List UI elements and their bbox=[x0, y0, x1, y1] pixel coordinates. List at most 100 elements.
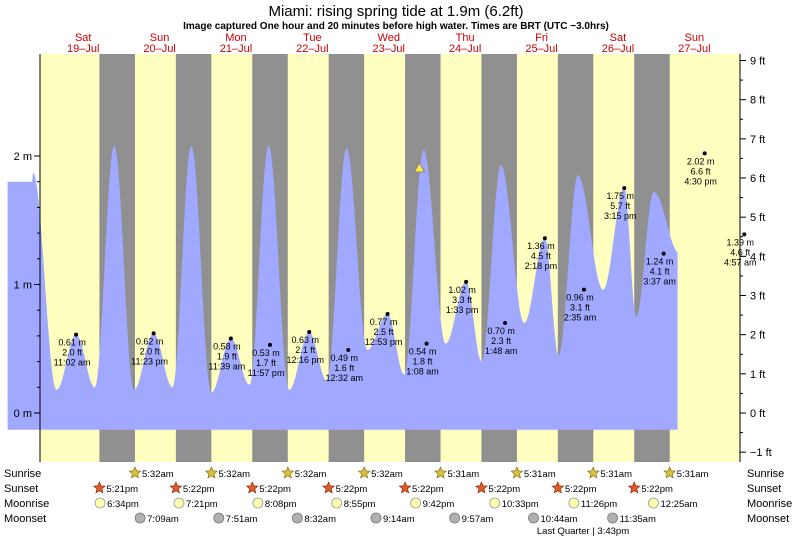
now-marker bbox=[413, 162, 426, 173]
sunset-icon bbox=[551, 481, 565, 494]
sunrise-icon bbox=[204, 466, 218, 479]
tide-extreme-point bbox=[661, 251, 666, 256]
astro-row-label-right: Moonrise bbox=[747, 498, 792, 510]
tide-height-m: 0.96 m bbox=[566, 293, 594, 303]
tide-height-ft: 3.1 ft bbox=[570, 303, 591, 313]
date-label: 23–Jul bbox=[373, 43, 405, 55]
moonrise-time: 11:26pm bbox=[581, 499, 617, 510]
sunrise-time: 5:32am bbox=[218, 469, 250, 480]
sunset-icon bbox=[627, 481, 641, 494]
sunrise-time: 5:31am bbox=[524, 469, 556, 480]
astro-row-label-left: Sunset bbox=[4, 483, 38, 495]
tide-height-m: 0.63 m bbox=[291, 335, 319, 345]
sunset-icon bbox=[245, 481, 259, 494]
moonrise-time: 9:42pm bbox=[423, 499, 455, 510]
right-tick-label: 9 ft bbox=[750, 55, 765, 67]
sunrise-time: 5:31am bbox=[600, 469, 632, 480]
tide-height-m: 0.49 m bbox=[330, 353, 358, 363]
tide-area bbox=[7, 145, 678, 430]
moonset-time: 11:35am bbox=[620, 514, 656, 525]
right-tick-label: 2 ft bbox=[750, 330, 765, 342]
tide-extreme-point bbox=[74, 332, 79, 337]
sunrise-icon bbox=[586, 466, 600, 479]
moonrise-time: 12:25am bbox=[660, 499, 697, 510]
tide-height-m: 0.62 m bbox=[136, 336, 164, 346]
sunrise-icon bbox=[663, 466, 677, 479]
day-label: Mon bbox=[225, 32, 246, 44]
tide-time: 12:32 am bbox=[325, 373, 363, 383]
tide-extreme-point bbox=[151, 331, 156, 336]
astro-row-label-left: Sunrise bbox=[4, 468, 41, 480]
tide-height-m: 0.58 m bbox=[213, 341, 241, 351]
tide-time: 11:02 am bbox=[54, 358, 91, 368]
date-label: 20–Jul bbox=[143, 43, 175, 55]
moon-phase-label: Last Quarter | 3:43pm bbox=[537, 526, 629, 537]
sunset-time: 5:22pm bbox=[565, 484, 597, 495]
tide-extreme-point bbox=[464, 279, 469, 284]
moonrise-time: 7:21pm bbox=[186, 499, 218, 510]
date-label: 26–Jul bbox=[602, 43, 634, 55]
tide-extreme-point bbox=[702, 151, 707, 156]
tide-extreme-point bbox=[346, 348, 351, 353]
sunset-time: 5:22pm bbox=[488, 484, 520, 495]
sunrise-time: 5:32am bbox=[371, 469, 403, 480]
tide-height-ft: 1.6 ft bbox=[334, 363, 355, 373]
sunset-icon bbox=[169, 481, 183, 494]
chart-subtitle: Image captured One hour and 20 minutes b… bbox=[183, 21, 609, 32]
tide-extreme-point bbox=[424, 341, 429, 346]
date-label: 22–Jul bbox=[296, 43, 328, 55]
date-label: 27–Jul bbox=[678, 43, 710, 55]
plot-area bbox=[7, 54, 740, 462]
tide-time: 3:37 am bbox=[643, 277, 676, 287]
sunrise-time: 5:31am bbox=[448, 469, 480, 480]
tide-time: 2:35 am bbox=[564, 313, 597, 323]
tide-height-m: 0.70 m bbox=[487, 326, 515, 336]
tide-extreme-point bbox=[228, 336, 233, 341]
tide-height-m: 1.75 m bbox=[607, 191, 635, 201]
tide-height-m: 2.02 m bbox=[687, 156, 715, 166]
sunrise-icon bbox=[128, 466, 142, 479]
sunset-time: 5:22pm bbox=[641, 484, 673, 495]
tide-height-ft: 6.6 ft bbox=[691, 166, 712, 176]
tide-height-m: 0.54 m bbox=[409, 347, 437, 357]
tide-height-ft: 2.3 ft bbox=[491, 336, 512, 346]
tide-height-ft: 1.7 ft bbox=[256, 358, 277, 368]
sunset-time: 5:21pm bbox=[106, 484, 138, 495]
left-tick-label: 1 m bbox=[14, 280, 32, 292]
tide-height-ft: 2.0 ft bbox=[140, 346, 161, 356]
moonrise-icon bbox=[489, 497, 501, 509]
right-tick-label: 8 ft bbox=[750, 95, 765, 107]
day-label: Sat bbox=[75, 32, 92, 44]
moonrise-icon bbox=[648, 497, 659, 509]
tide-time: 2:18 pm bbox=[525, 261, 558, 271]
sunrise-time: 5:32am bbox=[142, 469, 174, 480]
tide-time: 4:57 am bbox=[724, 257, 757, 267]
moonrise-icon bbox=[331, 497, 343, 509]
tide-time: 11:57 pm bbox=[248, 368, 285, 378]
moonrise-time: 8:55pm bbox=[344, 499, 376, 510]
sunrise-icon bbox=[434, 466, 447, 479]
moonset-icon bbox=[134, 512, 146, 524]
date-label: 21–Jul bbox=[220, 43, 252, 55]
tide-height-ft: 1.9 ft bbox=[217, 351, 238, 361]
tide-time: 1:48 am bbox=[485, 346, 518, 356]
sunset-icon bbox=[92, 481, 106, 494]
tide-time: 1:08 am bbox=[406, 367, 439, 377]
tide-height-m: 0.77 m bbox=[370, 317, 398, 327]
right-tick-label: 1 ft bbox=[750, 369, 765, 381]
tide-time: 12:16 pm bbox=[286, 355, 324, 365]
date-label: 25–Jul bbox=[525, 43, 557, 55]
moonrise-time: 10:33pm bbox=[502, 499, 539, 510]
chart-title: Miami: rising spring tide at 1.9m (6.2ft… bbox=[268, 3, 523, 20]
sunrise-time: 5:32am bbox=[295, 469, 327, 480]
moonset-icon bbox=[449, 512, 461, 524]
right-tick-label: 3 ft bbox=[750, 290, 765, 302]
moonrise-time: 6:34pm bbox=[107, 499, 139, 510]
moonset-icon bbox=[370, 512, 382, 524]
moonrise-icon bbox=[252, 497, 264, 509]
tide-time: 12:53 pm bbox=[365, 337, 403, 347]
tide-extreme-point bbox=[581, 287, 586, 292]
day-label: Sun bbox=[685, 32, 705, 44]
tide-height-m: 1.24 m bbox=[646, 257, 674, 267]
right-tick-label: 5 ft bbox=[750, 212, 765, 224]
